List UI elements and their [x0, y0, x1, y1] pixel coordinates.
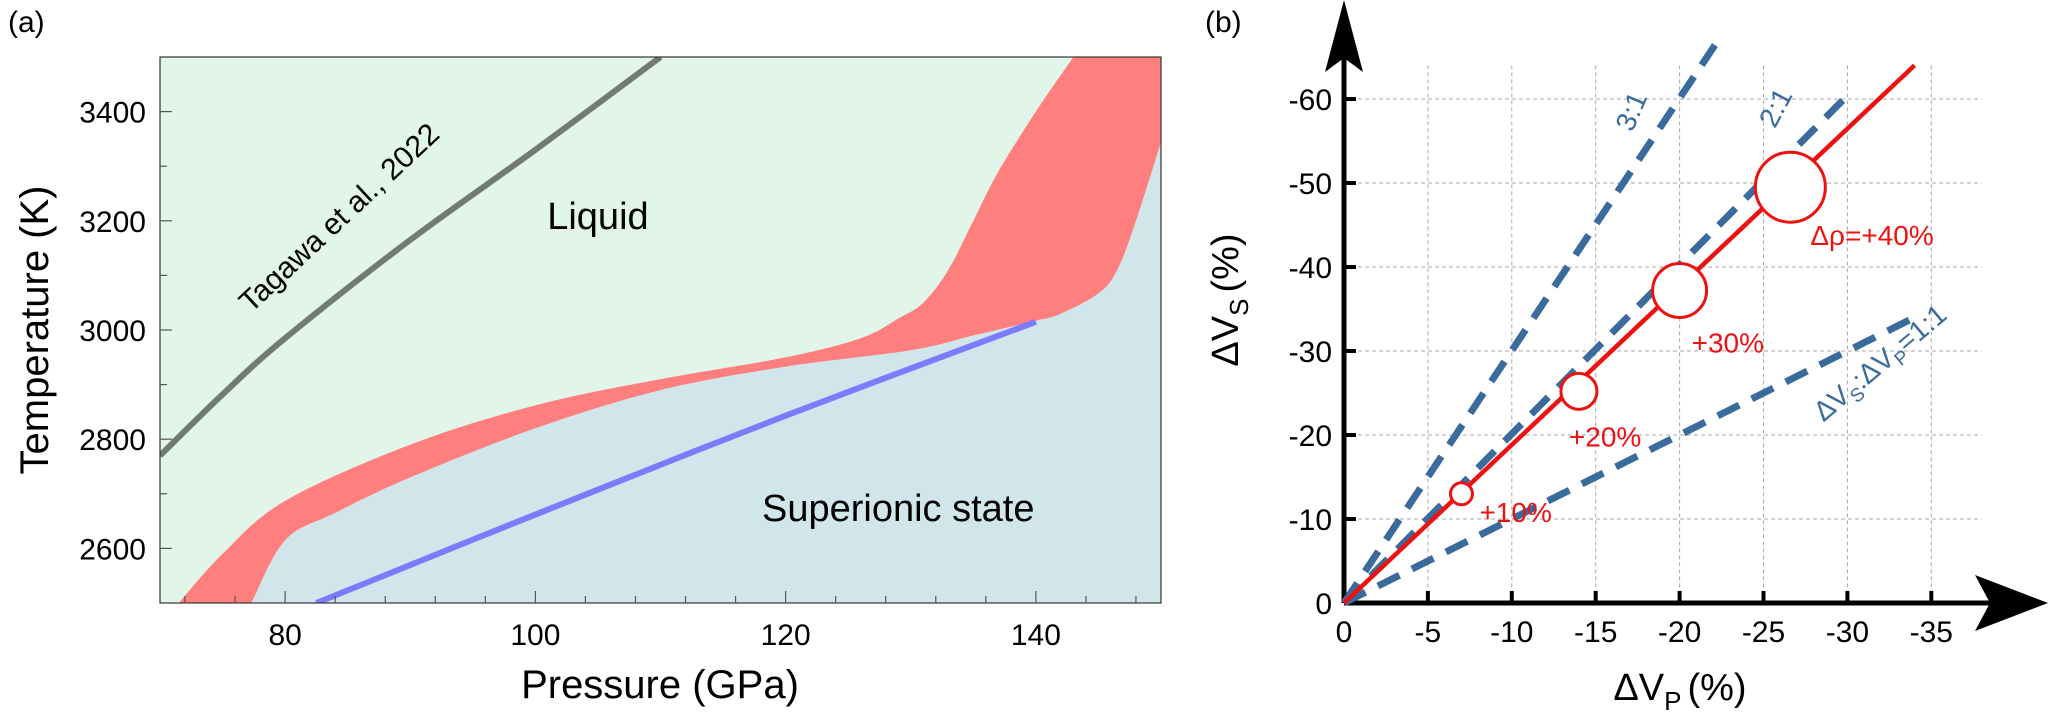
- liquid-label: Liquid: [547, 196, 648, 238]
- y-tick-label: -20: [1289, 420, 1332, 453]
- y-tick-label: 3200: [79, 206, 146, 239]
- y-tick-label: 2800: [79, 424, 146, 457]
- x-tick-label: 140: [1011, 619, 1061, 652]
- blue-line: [315, 319, 1037, 603]
- x-tick-label: 0: [1336, 616, 1353, 649]
- y-axis-title-a: Temperature (K): [13, 186, 57, 475]
- y-tick-label: 3400: [79, 97, 146, 130]
- x-axis-arrow-icon: [1975, 575, 2048, 631]
- x-tick-label: -20: [1658, 616, 1701, 649]
- y-axis-title-sub: S: [1224, 299, 1254, 316]
- ratio-2-1-label: 2:1: [1753, 83, 1799, 132]
- density-point: [1651, 262, 1709, 320]
- transition-band: [178, 57, 1161, 603]
- axes-b: 0 -5 -10 -15 -20 -25 -30 -35 0 -10 -20 -30 -40 -50 -60: [1289, 0, 2048, 649]
- panel-a-label: (a): [8, 6, 45, 39]
- y-axis-title-b: ΔVS (%): [1205, 233, 1254, 366]
- density-point-label: +10%: [1479, 497, 1551, 528]
- y-tick-label: 3000: [79, 315, 146, 348]
- plot-a-ticks: 80 100 120 140 2600 2800 3000 3200 3400: [79, 97, 1137, 652]
- y-tick-label: -40: [1289, 252, 1332, 285]
- reference-line-3: [1342, 314, 1917, 607]
- x-tick-label: -35: [1910, 616, 1953, 649]
- x-tick-label: -15: [1574, 616, 1617, 649]
- y-axis-title-main: ΔV: [1205, 315, 1247, 366]
- panel-b-label: (b): [1205, 6, 1242, 39]
- panel-b: (b) 0 -5 -10 -15 -20 -25 -30 -35 0 -10 -20 -30 -40 -5…: [1205, 0, 2048, 716]
- density-line: [1342, 63, 1917, 605]
- x-axis-title-b: ΔVP (%): [1613, 667, 1746, 716]
- x-tick-label: -5: [1415, 616, 1442, 649]
- density-point-label: +20%: [1569, 421, 1641, 452]
- density-point: [1448, 481, 1474, 507]
- density-points: +10% +20% +30% Δρ=+40%: [1448, 150, 1934, 528]
- ratio-3-1-label: 3:1: [1609, 87, 1653, 135]
- density-point: [1753, 150, 1827, 224]
- y-tick-label: -30: [1289, 336, 1332, 369]
- y-tick-label: 0: [1315, 588, 1332, 621]
- y-axis-title-unit: (%): [1205, 233, 1247, 292]
- x-tick-label: 120: [761, 619, 811, 652]
- x-axis-title-main: ΔV: [1613, 667, 1664, 709]
- x-axis-title-a: Pressure (GPa): [521, 663, 799, 707]
- superionic-label: Superionic state: [762, 488, 1035, 530]
- x-tick-label: 100: [510, 619, 560, 652]
- y-tick-label: -50: [1289, 168, 1332, 201]
- x-axis-title-sub: P: [1664, 686, 1681, 716]
- x-tick-label: -10: [1490, 616, 1533, 649]
- y-axis-arrow-icon: [1325, 0, 1363, 72]
- grid: [1344, 65, 1982, 603]
- x-tick-label: -30: [1826, 616, 1869, 649]
- density-point-label: Δρ=+40%: [1810, 220, 1933, 251]
- density-point-label: +30%: [1692, 328, 1764, 359]
- x-tick-label: -25: [1742, 616, 1785, 649]
- x-tick-label: 80: [268, 619, 301, 652]
- ratio-label-part: ΔV: [1807, 379, 1856, 427]
- ratio-1-1-label: ΔVS:ΔVP=1:1: [1807, 298, 1956, 431]
- y-tick-label: -60: [1289, 84, 1332, 117]
- tagawa-line: [160, 57, 663, 458]
- y-tick-label: -10: [1289, 504, 1332, 537]
- y-tick-label: 2600: [79, 533, 146, 566]
- x-axis-title-unit: (%): [1687, 667, 1746, 709]
- density-point: [1559, 371, 1599, 411]
- superionic-region: [251, 142, 1161, 603]
